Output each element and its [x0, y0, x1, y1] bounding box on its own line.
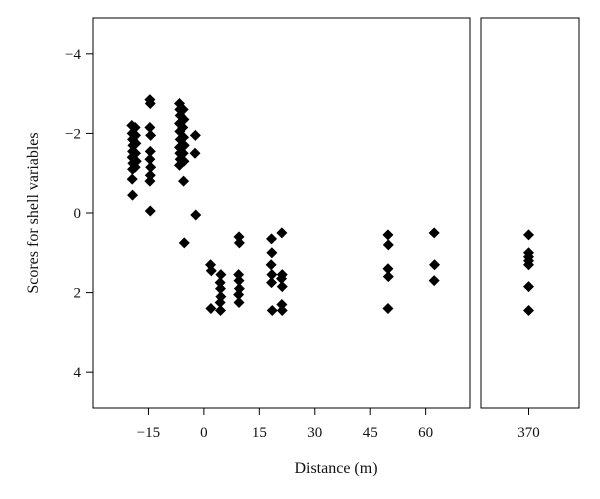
data-point [215, 269, 227, 281]
x-tick-label: 45 [363, 425, 378, 441]
data-point [233, 297, 245, 309]
x-tick-label: 60 [418, 425, 433, 441]
data-point [130, 137, 142, 149]
data-point [382, 303, 394, 315]
data-point [266, 305, 278, 316]
data-point [130, 147, 142, 159]
data-point [233, 231, 245, 243]
data-point [233, 237, 245, 249]
x-axis-far: 370 [517, 408, 540, 441]
data-point [233, 269, 245, 281]
y-axis: −4 −2 0 2 4 [65, 47, 93, 381]
data-point [144, 169, 156, 181]
data-point [144, 121, 156, 133]
data-point [214, 277, 226, 289]
data-point [276, 305, 288, 316]
data-point [266, 277, 278, 289]
data-point [428, 275, 440, 287]
x-tick-label: 15 [252, 425, 267, 441]
data-point [178, 131, 190, 143]
data-point [523, 259, 535, 271]
data-point [190, 209, 202, 221]
x-axis-title: Distance (m) [294, 460, 377, 477]
data-point [215, 305, 227, 316]
data-point [266, 247, 278, 259]
x-axis-main: −15 0 15 30 45 60 [137, 408, 433, 441]
data-point [126, 173, 138, 185]
data-point [144, 153, 156, 165]
x-tick-label: 370 [517, 425, 540, 441]
data-point [178, 139, 190, 151]
data-point [382, 263, 394, 275]
data-point [145, 129, 157, 141]
x-tick-label: 0 [200, 425, 208, 441]
data-point [523, 229, 535, 241]
data-point [178, 175, 190, 187]
data-point [382, 239, 394, 251]
data-point [177, 104, 189, 116]
data-point [429, 259, 441, 271]
data-point [233, 289, 245, 301]
data-point [178, 155, 190, 167]
data-point [127, 189, 139, 201]
data-point [382, 229, 394, 241]
x-tick-label: −15 [137, 425, 160, 441]
data-point [523, 305, 535, 316]
data-point [523, 281, 535, 293]
data-point [205, 303, 217, 315]
y-axis-title: Scores for shell variables [25, 132, 42, 293]
data-point [144, 175, 156, 187]
y-tick-label: 0 [74, 206, 82, 222]
data-point [205, 265, 217, 277]
data-points [126, 94, 535, 316]
data-point [382, 271, 394, 283]
data-point [276, 299, 288, 311]
data-point [144, 205, 156, 217]
data-point [214, 297, 226, 309]
x-tick-label: 30 [307, 425, 322, 441]
y-tick-label: 2 [74, 286, 82, 302]
data-point [178, 237, 190, 249]
data-point [177, 147, 189, 159]
data-point [265, 259, 277, 271]
data-point [178, 113, 190, 125]
data-point [189, 147, 201, 159]
data-point [129, 161, 141, 173]
data-point [215, 283, 227, 295]
y-tick-label: −2 [65, 126, 81, 142]
y-tick-label: 4 [74, 365, 82, 381]
y-tick-label: −4 [65, 47, 81, 63]
data-point [189, 129, 201, 141]
panel-far-frame [480, 17, 580, 409]
data-point [130, 129, 142, 141]
data-point [276, 281, 288, 293]
data-point [233, 275, 245, 287]
data-point [428, 227, 440, 239]
data-point [177, 121, 189, 133]
data-point [145, 161, 157, 173]
data-point [144, 98, 156, 110]
data-point [266, 233, 278, 245]
data-point [266, 269, 278, 281]
data-point [276, 227, 288, 239]
data-point [276, 273, 287, 285]
data-point [129, 121, 141, 133]
data-point [144, 145, 156, 157]
